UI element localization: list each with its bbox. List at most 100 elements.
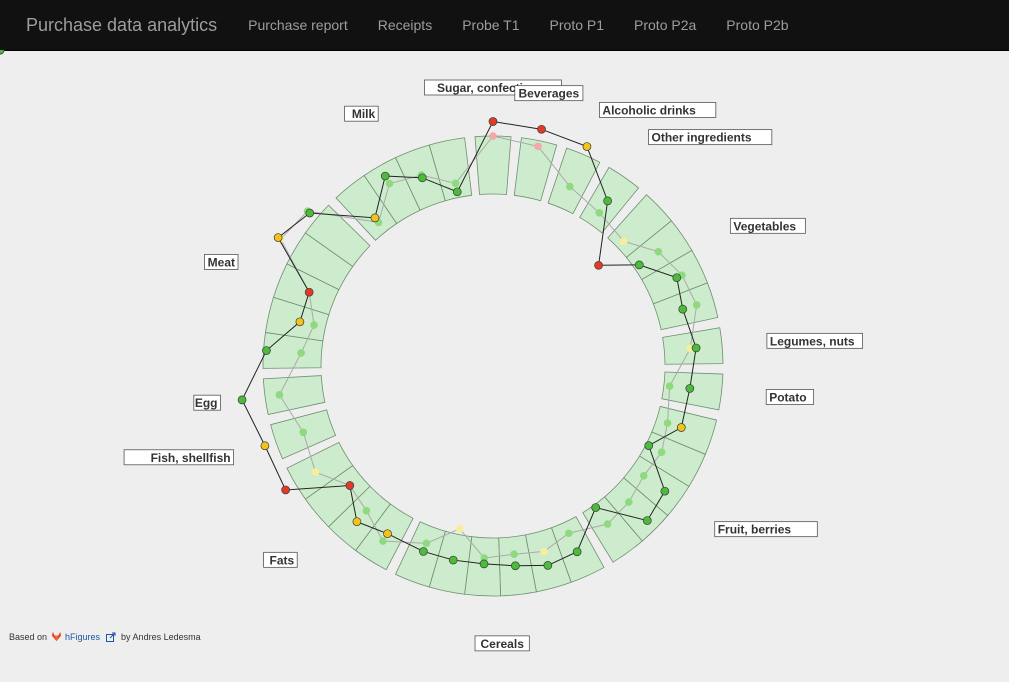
current-point: [537, 124, 546, 134]
current-point: [543, 561, 553, 570]
reference-point: [619, 237, 628, 246]
current-point: [305, 208, 315, 218]
reference-point: [657, 448, 666, 457]
band-segment: [582, 496, 643, 563]
reference-point: [362, 506, 371, 515]
group-label-box: [729, 217, 806, 234]
nav-receipts[interactable]: Receipts: [377, 17, 433, 33]
group-label-box: [766, 332, 864, 349]
current-point: [262, 346, 271, 355]
footer-prefix: Based on: [9, 631, 48, 642]
nav-probe-t1[interactable]: Probe T1: [462, 17, 520, 33]
current-point: [479, 559, 489, 569]
reference-point: [422, 539, 431, 548]
hfigures-link[interactable]: hFigures: [65, 631, 101, 642]
group-label: Legumes, nuts: [770, 334, 855, 348]
nav-proto-p1[interactable]: Proto P1: [549, 17, 605, 33]
reference-point: [311, 468, 320, 476]
current-point: [452, 187, 462, 197]
nav-proto-p2b[interactable]: Proto P2b: [726, 17, 789, 33]
reference-point: [540, 547, 548, 556]
reference-point: [665, 382, 674, 390]
current-point: [678, 304, 688, 314]
current-point: [644, 441, 654, 450]
gitlab-icon: [51, 631, 62, 642]
reference-point: [654, 247, 663, 256]
reference-point: [692, 301, 701, 309]
current-point: [488, 117, 498, 126]
group-label: Potato: [769, 390, 806, 404]
current-point: [594, 260, 603, 270]
reference-point: [595, 208, 604, 217]
reference-point: [451, 179, 460, 188]
group-label: Meat: [208, 255, 235, 269]
group-label-box: [648, 129, 773, 146]
group-label-box: [514, 85, 584, 102]
reference-point: [275, 391, 284, 399]
reference-point: [663, 419, 672, 427]
reference-point: [379, 537, 387, 545]
current-point: [511, 561, 520, 571]
reference-point: [566, 182, 574, 191]
band-segment: [513, 137, 558, 202]
reference-point: [489, 132, 497, 140]
footer-suffix: by Andres Ledesma: [121, 631, 201, 642]
group-label: Vegetables: [733, 219, 796, 233]
reference-point: [639, 471, 648, 480]
current-point: [582, 142, 592, 151]
brand-title[interactable]: Purchase data analytics: [26, 14, 218, 35]
footer: Based on hFigures by Andres Ledesma: [9, 631, 201, 642]
current-point: [691, 343, 701, 353]
group-label: Other ingredients: [652, 131, 752, 145]
reference-point: [510, 550, 518, 559]
group-label: Beverages: [518, 87, 579, 101]
current-point: [273, 233, 283, 242]
current-point: [603, 196, 612, 206]
reference-point: [385, 179, 394, 188]
current-point: [345, 481, 355, 490]
group-label: Fats: [270, 553, 295, 567]
band-segment: [304, 204, 371, 268]
nav-purchase-report[interactable]: Purchase report: [248, 17, 348, 33]
current-point: [281, 485, 290, 495]
current-point: [419, 547, 428, 556]
current-point: [448, 555, 458, 565]
current-point: [380, 171, 390, 181]
reference-point: [455, 525, 464, 533]
group-label-box: [344, 105, 379, 122]
group-label: Fish, shellfish: [151, 451, 231, 465]
external-link-icon[interactable]: [106, 632, 116, 642]
reference-point: [299, 428, 308, 437]
current-point: [634, 260, 644, 270]
current-point: [352, 517, 362, 527]
nav-proto-p2a[interactable]: Proto P2a: [634, 17, 697, 33]
current-point: [660, 486, 670, 496]
current-point: [260, 441, 270, 451]
current-point: [572, 547, 582, 557]
group-label-box: [263, 551, 298, 568]
group-label-box: [714, 521, 818, 538]
reference-point: [310, 321, 318, 329]
current-point: [591, 503, 601, 512]
current-point: [0, 50, 5, 55]
current-point: [676, 423, 686, 432]
current-point: [672, 273, 682, 283]
current-point: [418, 173, 427, 183]
reference-point: [564, 529, 573, 538]
group-label-box: [123, 449, 234, 466]
group-label: Egg: [195, 396, 218, 410]
band-segment: [547, 147, 601, 215]
group-label-box: [193, 394, 221, 411]
current-point: [685, 384, 695, 393]
current-point: [383, 529, 392, 539]
group-label: Milk: [352, 107, 376, 121]
group-label-box: [765, 389, 815, 405]
current-point: [370, 213, 380, 223]
reference-point: [625, 498, 633, 506]
navbar: Purchase data analytics Purchase report …: [0, 0, 1009, 51]
group-label-box: [599, 102, 717, 118]
current-point: [642, 516, 652, 525]
group-label-box: [204, 254, 239, 270]
band-segment: [474, 135, 512, 195]
